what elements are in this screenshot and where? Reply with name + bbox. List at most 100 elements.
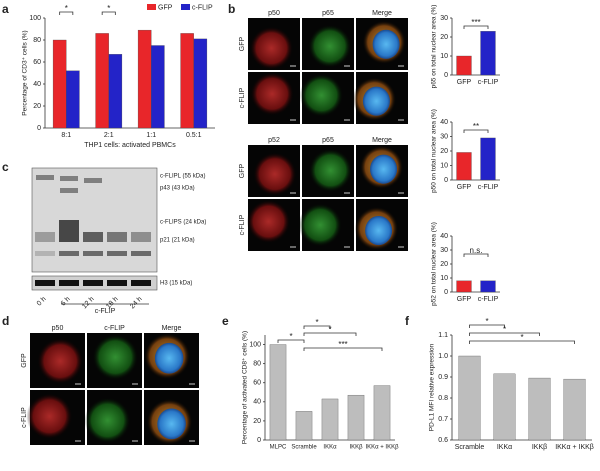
bar <box>373 385 391 441</box>
cell <box>250 72 294 116</box>
y-tick-label: 80 <box>253 360 261 367</box>
cell <box>308 148 353 193</box>
band <box>35 251 55 256</box>
bar <box>137 29 152 129</box>
band <box>83 280 103 286</box>
x-tick-label: c-FLIP <box>478 296 499 303</box>
y-axis-label: p50 on total nuclear area (%) <box>431 109 438 193</box>
panel-letter: f <box>405 314 410 328</box>
bar <box>480 137 496 181</box>
x-tick-label: MLPC <box>270 445 287 451</box>
y-axis-label: PD-L1 MFI relative expression <box>429 343 436 431</box>
y-tick-label: 20 <box>440 261 448 268</box>
row-label: GFP <box>21 353 28 368</box>
x-tick-label: IKKα + IKKβ <box>555 444 594 451</box>
bar <box>108 54 123 129</box>
panel-letter: e <box>222 314 229 328</box>
x-tick-label: IKKβ <box>532 444 547 451</box>
significance-bracket <box>101 11 116 15</box>
x-tick-label: IKKα <box>497 444 512 451</box>
bar <box>563 378 586 441</box>
x-tick-label: Scramble <box>291 445 317 451</box>
x-tick-label: IKKα <box>323 445 337 451</box>
y-tick-label: 10 <box>440 53 448 60</box>
x-tick-label: 2:1 <box>104 132 114 139</box>
column-label: p52 <box>268 137 280 144</box>
bar <box>456 152 472 181</box>
band <box>35 280 55 286</box>
significance-bracket <box>469 340 575 344</box>
bar <box>456 280 472 293</box>
lane-label: 24 h <box>129 296 144 311</box>
x-tick-label: GFP <box>457 184 472 191</box>
y-tick-label: 1.0 <box>438 353 448 360</box>
y-tick-label: 0.8 <box>438 395 448 402</box>
band <box>107 280 127 286</box>
band-label: c-FLIPL (55 kDa) <box>160 174 205 180</box>
panel-letter: d <box>2 314 9 328</box>
significance-bracket <box>463 253 489 257</box>
significance-bracket <box>59 11 74 15</box>
column-label: c-FLIP <box>104 325 125 332</box>
significance-bracket <box>469 324 505 328</box>
significance-label: n.s. <box>470 246 483 255</box>
lane-label: 12 h <box>81 296 96 311</box>
band-label: H3 (15 kDa) <box>160 281 192 287</box>
y-axis-label: p65 on total nuclear area (%) <box>431 5 438 89</box>
row-label: c-FLIP <box>239 214 246 235</box>
x-axis-label: THP1 cells: activated PBMCs <box>84 142 176 149</box>
y-tick-label: 40 <box>440 233 448 240</box>
bar <box>95 33 109 129</box>
y-tick-label: 20 <box>440 34 448 41</box>
significance-label: * <box>315 318 318 327</box>
group-label: c-FLIP <box>95 308 116 315</box>
significance-bracket <box>303 325 331 329</box>
x-tick-label: Scramble <box>455 444 485 451</box>
significance-label: * <box>503 325 506 334</box>
significance-label: * <box>520 333 523 342</box>
bar <box>151 45 165 129</box>
blot <box>31 167 158 273</box>
x-tick-label: 1:1 <box>146 132 156 139</box>
column-label: p50 <box>268 10 280 17</box>
legend-label: c-FLIP <box>192 4 213 11</box>
x-tick-label: c-FLIP <box>478 184 499 191</box>
band <box>131 280 151 286</box>
row-label: c-FLIP <box>239 87 246 108</box>
significance-bracket <box>469 332 540 336</box>
y-tick-label: 30 <box>440 15 448 22</box>
band <box>60 176 78 181</box>
cell <box>307 24 352 69</box>
y-tick-label: 0 <box>444 177 448 184</box>
significance-label: * <box>328 325 331 334</box>
band-label: p21 (21 kDa) <box>160 238 195 244</box>
x-tick-label: c-FLIP <box>478 79 499 86</box>
y-tick-label: 60 <box>33 59 41 66</box>
band <box>60 188 78 193</box>
band <box>35 232 55 242</box>
panel-letter: b <box>228 2 235 16</box>
panel-letter: a <box>2 2 9 16</box>
y-tick-label: 20 <box>440 148 448 155</box>
y-tick-label: 0 <box>37 125 41 132</box>
y-tick-label: 60 <box>253 380 261 387</box>
band-label: c-FLIPS (24 kDa) <box>160 220 206 226</box>
significance-label: *** <box>471 18 480 27</box>
cell <box>299 73 344 118</box>
column-label: Merge <box>372 10 392 17</box>
cell <box>84 397 131 444</box>
y-axis-label: p52 on total nuclear area (%) <box>431 222 438 306</box>
band <box>83 232 103 242</box>
band-label: p43 (43 kDa) <box>160 186 195 192</box>
cell <box>252 152 297 196</box>
cell <box>298 203 343 247</box>
band <box>131 232 151 242</box>
band <box>59 280 79 286</box>
panel-letter: c <box>2 160 9 174</box>
bar <box>193 38 208 129</box>
x-tick-label: IKKβ <box>349 445 363 451</box>
nucleus <box>372 29 400 59</box>
y-tick-label: 1.1 <box>438 332 448 339</box>
y-tick-label: 0.6 <box>438 437 448 444</box>
bar <box>528 377 551 441</box>
